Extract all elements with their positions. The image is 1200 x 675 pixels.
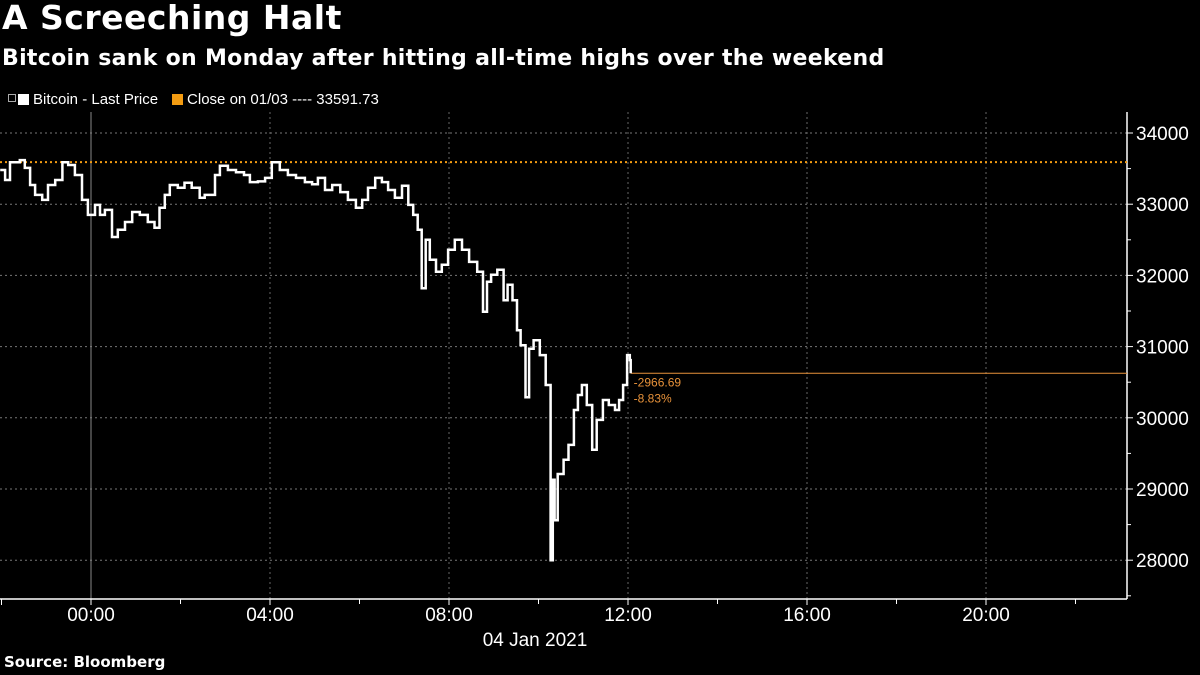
legend-label: Close on 01/03 ---- 33591.73 xyxy=(187,91,379,108)
change-annotation: -2966.69 xyxy=(634,375,682,389)
legend-label: Bitcoin - Last Price xyxy=(33,91,159,108)
y-tick-label: 28000 xyxy=(1136,551,1189,572)
legend-item-close: Close on 01/03 ---- 33591.73 xyxy=(172,91,379,108)
x-tick-label: 04:00 xyxy=(246,605,294,626)
x-tick-label: 00:00 xyxy=(67,605,115,626)
gridlines xyxy=(0,112,1127,599)
y-tick-label: 34000 xyxy=(1136,124,1189,145)
bitcoin-price-line xyxy=(0,158,632,562)
legend-swatch-orange xyxy=(172,94,184,105)
axes: 28000 29000 30000 31000 32000 33000 34000 00:00… xyxy=(0,112,1189,626)
y-tick-label: 33000 xyxy=(1136,195,1189,216)
chart-subtitle: Bitcoin sank on Monday after hitting all… xyxy=(2,46,885,71)
y-tick-label: 32000 xyxy=(1136,266,1189,287)
x-tick-label: 12:00 xyxy=(604,605,652,626)
y-tick-label: 29000 xyxy=(1136,480,1189,501)
legend-item-bitcoin: Bitcoin - Last Price xyxy=(18,91,158,108)
x-tick-label: 08:00 xyxy=(425,605,473,626)
y-tick-label: 31000 xyxy=(1136,338,1189,359)
legend-swatch-white xyxy=(18,94,29,105)
legend-collapse-icon[interactable] xyxy=(8,93,16,102)
source-note: Source: Bloomberg xyxy=(4,653,166,671)
x-tick-label: 16:00 xyxy=(783,605,831,626)
x-axis-date-label: 04 Jan 2021 xyxy=(483,630,588,651)
x-tick-label: 20:00 xyxy=(962,605,1010,626)
legend: Bitcoin - Last Price Close on 01/03 ----… xyxy=(8,91,393,108)
y-tick-label: 30000 xyxy=(1136,409,1189,430)
pct-change-annotation: -8.83% xyxy=(634,391,672,405)
chart-title: A Screeching Halt xyxy=(2,0,342,37)
